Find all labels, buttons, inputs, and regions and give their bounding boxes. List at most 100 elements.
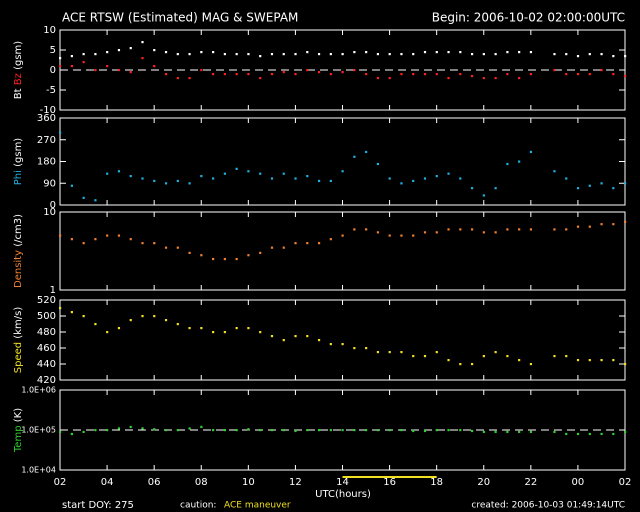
start-doy: start DOY: 275 <box>62 500 134 511</box>
data-point <box>282 429 285 432</box>
data-point <box>188 427 191 430</box>
data-point <box>129 71 132 74</box>
data-point <box>553 430 556 434</box>
data-point <box>247 53 250 56</box>
data-point <box>518 51 521 54</box>
data-point <box>529 430 533 434</box>
data-point <box>223 331 226 334</box>
data-point <box>576 73 580 76</box>
data-point <box>247 73 250 76</box>
data-point <box>82 430 85 434</box>
y-axis-label: Phi (gsm) <box>13 138 24 186</box>
y-tick-label: 500 <box>37 311 56 322</box>
data-point <box>294 177 297 180</box>
data-point <box>435 231 438 234</box>
data-point <box>553 355 556 358</box>
data-point <box>341 429 344 432</box>
data-point <box>270 429 274 432</box>
y-axis-label: Speed (km/s) <box>13 307 24 374</box>
data-point <box>423 51 427 54</box>
data-point <box>435 73 438 76</box>
data-point <box>259 429 262 432</box>
data-point <box>423 231 427 234</box>
x-tick-label: 06 <box>148 477 161 488</box>
data-point <box>223 172 226 175</box>
data-point <box>117 427 121 430</box>
data-point <box>329 343 332 346</box>
y-axis-unit: (km/s) <box>13 307 24 339</box>
x-tick-label: 18 <box>430 477 443 488</box>
y-tick-label: 1 <box>50 285 56 296</box>
data-point <box>82 242 85 245</box>
data-point <box>94 53 97 56</box>
data-point <box>412 234 415 237</box>
data-point <box>153 65 156 68</box>
data-point <box>223 429 226 432</box>
data-point <box>141 41 144 44</box>
data-point <box>494 53 497 56</box>
data-point <box>164 73 168 76</box>
data-point <box>153 49 156 52</box>
x-tick-label: 02 <box>54 477 67 488</box>
data-point <box>106 234 109 237</box>
x-tick-label: 00 <box>572 477 585 488</box>
data-point <box>176 246 179 249</box>
data-point <box>164 51 168 54</box>
data-point <box>176 77 179 80</box>
data-point <box>470 53 474 56</box>
data-point <box>164 182 168 185</box>
data-point <box>82 315 85 318</box>
data-point <box>470 363 474 366</box>
data-point <box>329 429 332 432</box>
data-point <box>306 242 309 245</box>
y-axis-label: Density (/cm3) <box>13 214 24 288</box>
data-point <box>576 359 580 362</box>
data-point <box>353 155 356 158</box>
data-point <box>82 196 85 199</box>
data-point <box>59 430 62 434</box>
data-point <box>235 53 238 56</box>
data-point <box>129 47 132 50</box>
data-point <box>106 331 109 334</box>
data-point <box>447 359 450 362</box>
data-point <box>117 234 121 237</box>
x-tick-label: 08 <box>195 477 208 488</box>
data-point <box>400 182 403 185</box>
data-point <box>459 177 462 180</box>
caution-note: ACE maneuver <box>224 501 291 511</box>
data-point <box>212 257 215 261</box>
data-point <box>447 77 450 80</box>
data-point <box>59 65 62 68</box>
data-point <box>576 432 580 436</box>
data-point <box>188 251 191 254</box>
legend-entry: Speed <box>13 342 24 373</box>
caution-label: caution: <box>180 501 216 511</box>
data-point <box>506 162 509 166</box>
y-tick-label: 5 <box>50 45 56 56</box>
data-point <box>624 75 627 78</box>
y-tick-label: 270 <box>37 135 56 146</box>
data-point <box>447 51 450 54</box>
data-point <box>624 220 627 223</box>
data-point <box>259 172 262 175</box>
data-point <box>153 428 156 431</box>
data-point <box>317 242 321 245</box>
data-point <box>94 199 97 202</box>
y-tick-label: 420 <box>37 375 56 386</box>
data-point <box>518 160 521 163</box>
data-point <box>247 254 250 257</box>
data-point <box>612 55 615 58</box>
data-point <box>212 177 215 180</box>
data-point <box>400 429 403 432</box>
data-point <box>482 77 485 80</box>
data-point <box>529 73 533 76</box>
data-point <box>212 331 215 334</box>
y-tick-label: 440 <box>37 359 56 370</box>
data-point <box>470 75 474 78</box>
data-point <box>259 331 262 334</box>
data-point <box>447 228 450 231</box>
data-point <box>365 73 368 76</box>
data-point <box>341 343 344 346</box>
data-point <box>153 242 156 245</box>
data-point <box>482 194 485 197</box>
